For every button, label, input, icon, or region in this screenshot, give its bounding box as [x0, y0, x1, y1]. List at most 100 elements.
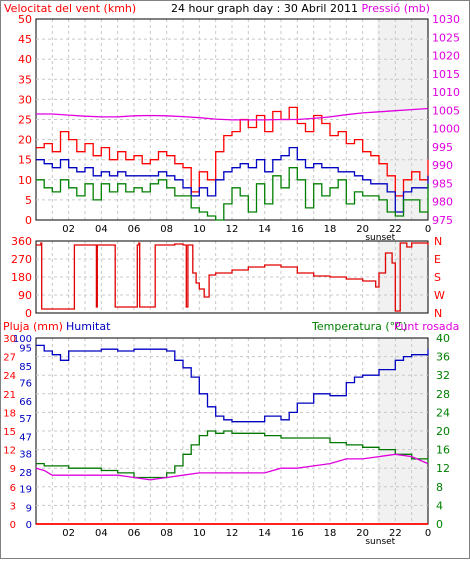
wind-panel-xtick-label: 16	[291, 224, 304, 235]
pressure-ytick-label: 1010	[432, 86, 460, 99]
wind-panel-xtick-label: 10	[193, 224, 206, 235]
pressure-ytick-label: 1030	[432, 13, 460, 26]
thermo-panel-xtick-label: 04	[95, 528, 108, 539]
compass-ytick-label: W	[434, 289, 445, 302]
wind-ytick-label: 10	[18, 174, 32, 187]
humidity-ytick-label: 76	[19, 379, 32, 390]
rain-ytick-label: 0	[10, 520, 16, 531]
humidity-ytick-label: 85	[19, 362, 32, 373]
pressure-ytick-label: 980	[432, 196, 453, 209]
humidity-ytick-label: 28	[19, 468, 32, 479]
wind-panel-xtick-label: 02	[62, 224, 75, 235]
pressure-ytick-label: 985	[432, 177, 453, 190]
thermo-panel-xtick-label: 16	[291, 528, 304, 539]
rain-ytick-label: 21	[3, 390, 16, 401]
humidity-ytick-label: 66	[19, 397, 32, 408]
rain-ytick-label: 12	[3, 446, 16, 457]
humidity-ytick-label: 100	[13, 334, 32, 345]
thermo-panel-xtick-label: 08	[160, 528, 173, 539]
direction-ytick-label: 270	[11, 253, 32, 266]
thermo-panel-xtick-label: 02	[62, 528, 75, 539]
temperature-ytick-label: 12	[436, 462, 450, 475]
wind-direction-series	[36, 242, 429, 312]
pressure-axis-title: Pressió (mb)	[361, 2, 430, 15]
humidity-ytick-label: 19	[19, 485, 32, 496]
wind-ytick-label: 50	[18, 13, 32, 26]
thermo-panel-xtick-label: 0	[425, 528, 431, 539]
temperature-ytick-label: 24	[436, 406, 450, 419]
compass-ytick-label: N	[434, 307, 442, 320]
temperature-ytick-label: 4	[436, 499, 443, 512]
pressure-ytick-label: 975	[432, 214, 453, 227]
pressure-series	[36, 107, 429, 121]
dewpoint-axis-title: Punt rosada	[394, 320, 459, 333]
wind-axis-title: Velocitat del vent (kmh)	[4, 2, 136, 15]
direction-ytick-label: 360	[11, 235, 32, 248]
rain-ytick-label: 3	[10, 501, 16, 512]
direction-ytick-label: 0	[25, 307, 32, 320]
humidity-ytick-label: 9	[26, 503, 32, 514]
humidity-ytick-label: 0	[26, 520, 32, 531]
wind-ytick-label: 20	[18, 134, 32, 147]
temperature-ytick-label: 20	[436, 425, 450, 438]
wind-panel-xtick-label: 20	[356, 224, 369, 235]
pressure-ytick-label: 1025	[432, 31, 460, 44]
rain-ytick-label: 27	[3, 353, 16, 364]
rain-ytick-label: 24	[3, 371, 16, 382]
wind-panel-xtick-label: 14	[258, 224, 271, 235]
wind-panel-xtick-label: 22	[389, 224, 402, 235]
wind-ytick-label: 45	[18, 33, 32, 46]
temperature-ytick-label: 32	[436, 369, 450, 382]
wind-panel-xtick-label: 08	[160, 224, 173, 235]
wind-ytick-label: 35	[18, 73, 32, 86]
compass-ytick-label: E	[434, 253, 441, 266]
humidity-series	[36, 344, 429, 423]
direction-ytick-label: 90	[18, 289, 32, 302]
rain-axis-title: Pluja (mm)	[3, 320, 63, 333]
chart-title: 24 hour graph day : 30 Abril 2011	[171, 2, 358, 15]
thermo-panel-xtick-label: 18	[324, 528, 337, 539]
wind-low-series	[36, 167, 429, 221]
direction-ytick-label: 180	[11, 271, 32, 284]
wind-ytick-label: 40	[18, 53, 32, 66]
wind-panel-xtick-label: 0	[425, 224, 431, 235]
wind-panel-xtick-label: 04	[95, 224, 108, 235]
wind-ytick-label: 5	[25, 194, 32, 207]
humidity-ytick-label: 47	[19, 433, 32, 444]
wind-panel-xtick-label: 06	[128, 224, 141, 235]
pressure-ytick-label: 1015	[432, 68, 460, 81]
compass-ytick-label: S	[434, 271, 441, 284]
rain-ytick-label: 6	[10, 483, 16, 494]
temperature-ytick-label: 16	[436, 444, 450, 457]
pressure-ytick-label: 990	[432, 159, 453, 172]
pressure-ytick-label: 1020	[432, 50, 460, 63]
rain-ytick-label: 18	[3, 408, 16, 419]
pressure-ytick-label: 1005	[432, 104, 460, 117]
wind-gust-series	[36, 106, 429, 197]
temperature-ytick-label: 36	[436, 351, 450, 364]
wind-ytick-label: 0	[25, 214, 32, 227]
humidity-ytick-label: 57	[19, 414, 32, 425]
thermo-panel-xtick-label: 06	[128, 528, 141, 539]
pressure-ytick-label: 1000	[432, 123, 460, 136]
temperature-ytick-label: 28	[436, 388, 450, 401]
thermo-panel-xtick-label: 14	[258, 528, 271, 539]
pressure-ytick-label: 995	[432, 141, 453, 154]
humidity-ytick-label: 38	[19, 449, 32, 460]
thermo-panel-xtick-label: 10	[193, 528, 206, 539]
temperature-ytick-label: 8	[436, 481, 443, 494]
wind-panel-sunset-label: sunset	[365, 233, 395, 243]
temperature-ytick-label: 0	[436, 518, 443, 531]
wind-ytick-label: 15	[18, 154, 32, 167]
temperature-ytick-label: 40	[436, 332, 450, 345]
humidity-axis-title: Humitat	[66, 320, 111, 333]
rain-ytick-label: 30	[3, 334, 16, 345]
humidity-ytick-label: 95	[19, 343, 32, 354]
rain-ytick-label: 15	[3, 427, 16, 438]
wind-ytick-label: 25	[18, 114, 32, 127]
temperature-axis-title: Temperatura (°C)	[311, 320, 407, 333]
wind-panel-xtick-label: 18	[324, 224, 337, 235]
wind-ytick-label: 30	[18, 93, 32, 106]
